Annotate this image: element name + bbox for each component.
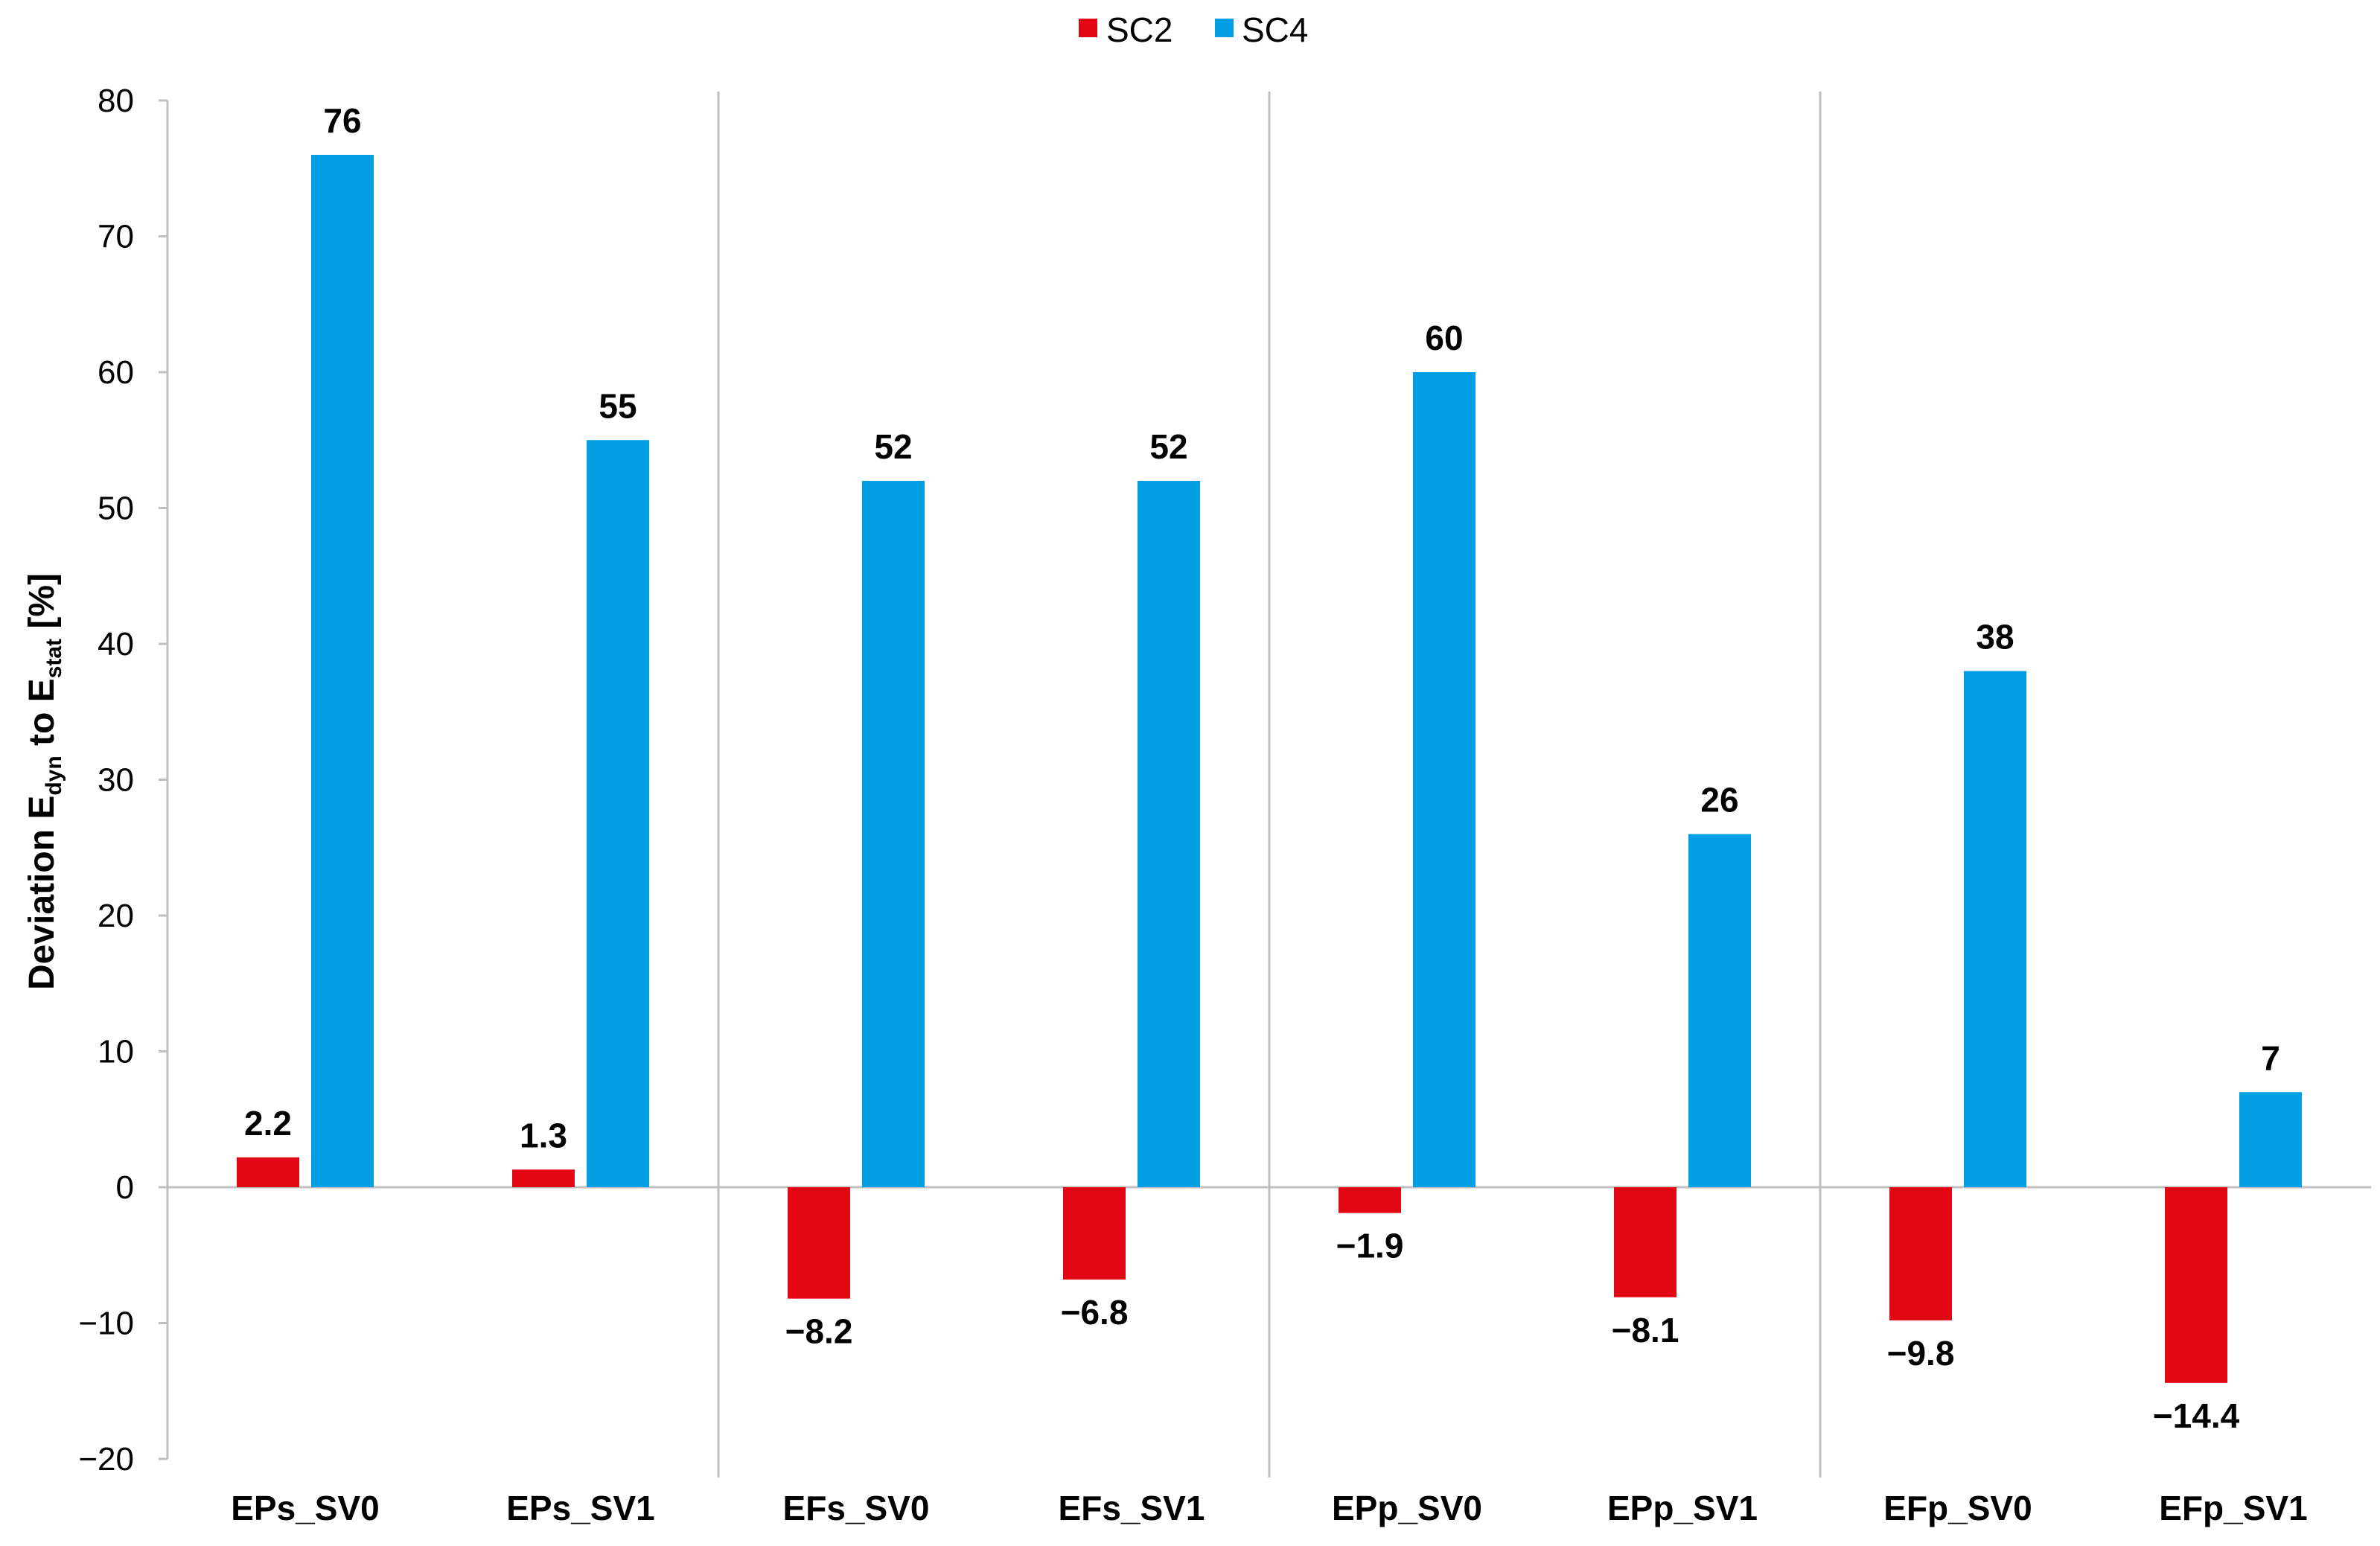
data-label-sc4-eps_sv1: 55 <box>599 386 637 425</box>
legend-swatch-sc4 <box>1215 19 1234 37</box>
y-axis-label-part: to E <box>22 678 62 756</box>
y-tick-label: 20 <box>98 898 134 934</box>
category-label-epp_sv1: EPp_SV1 <box>1607 1489 1758 1527</box>
data-label-sc2-efs_sv0: −8.2 <box>785 1312 853 1351</box>
data-label-sc4-efs_sv0: 52 <box>874 427 912 466</box>
bar-sc2-efs_sv0 <box>788 1187 850 1299</box>
data-label-sc2-epp_sv0: −1.9 <box>1336 1227 1404 1265</box>
category-label-eps_sv0: EPs_SV0 <box>231 1489 379 1527</box>
data-label-sc4-eps_sv0: 76 <box>323 101 361 140</box>
bar-sc2-efp_sv1 <box>2165 1187 2227 1383</box>
bar-sc4-efp_sv0 <box>1964 671 2026 1187</box>
category-label-epp_sv0: EPp_SV0 <box>1332 1489 1482 1527</box>
legend-swatch-sc2 <box>1079 19 1097 37</box>
bars <box>237 155 2302 1383</box>
y-axis-label-subscript: dyn <box>42 756 66 795</box>
y-tick-label: 50 <box>98 491 134 527</box>
category-label-efp_sv1: EFp_SV1 <box>2159 1489 2307 1527</box>
y-axis-label-part: Deviation E <box>22 796 62 990</box>
bar-sc2-eps_sv0 <box>237 1157 299 1187</box>
y-axis-label-subscript: stat <box>42 639 66 678</box>
category-label-efs_sv0: EFs_SV0 <box>783 1489 930 1527</box>
y-tick-label: 0 <box>116 1169 134 1206</box>
bar-sc4-epp_sv1 <box>1688 834 1751 1187</box>
y-tick-label: −20 <box>78 1441 134 1478</box>
data-label-sc4-efp_sv0: 38 <box>1976 618 2014 657</box>
bar-sc2-efs_sv1 <box>1063 1187 1126 1280</box>
data-label-sc2-eps_sv1: 1.3 <box>520 1116 567 1154</box>
category-labels: EPs_SV0 EPs_SV1 EFs_SV0 EFs_SV1 EPp_SV0 EPp_S… <box>231 1489 2307 1527</box>
y-tick-label: 70 <box>98 219 134 255</box>
data-label-sc4-efs_sv1: 52 <box>1149 427 1187 466</box>
legend-label-sc2: SC2 <box>1106 10 1173 49</box>
bar-sc2-epp_sv0 <box>1339 1187 1401 1213</box>
data-label-sc4-efp_sv1: 7 <box>2261 1038 2280 1077</box>
group-separators <box>717 92 1822 1478</box>
y-tick-label: 40 <box>98 626 134 662</box>
y-axis-label-group: Deviation Edyn to Estat [%] <box>22 573 66 990</box>
data-label-sc2-efs_sv1: −6.8 <box>1061 1293 1129 1332</box>
data-label-sc4-epp_sv1: 26 <box>1700 781 1738 820</box>
data-label-sc2-efp_sv1: −14.4 <box>2153 1396 2240 1435</box>
y-tick-label: −10 <box>78 1306 134 1342</box>
data-label-sc2-epp_sv1: −8.1 <box>1612 1311 1679 1349</box>
category-label-eps_sv1: EPs_SV1 <box>506 1489 654 1527</box>
y-tick-label: 10 <box>98 1034 134 1070</box>
bar-sc4-eps_sv0 <box>311 155 374 1187</box>
y-tick-label: 60 <box>98 354 134 391</box>
y-tick-label: 80 <box>98 83 134 119</box>
bar-sc2-eps_sv1 <box>512 1169 575 1187</box>
category-label-efs_sv1: EFs_SV1 <box>1059 1489 1205 1527</box>
bar-sc2-efp_sv0 <box>1889 1187 1952 1320</box>
data-label-sc4-epp_sv0: 60 <box>1425 319 1463 357</box>
y-axis-ticks: −20 −10 0 10 20 30 40 50 60 70 80 <box>78 83 168 1478</box>
bar-sc4-eps_sv1 <box>587 440 649 1187</box>
data-label-sc2-eps_sv0: 2.2 <box>244 1104 292 1143</box>
category-label-efp_sv0: EFp_SV0 <box>1883 1489 2032 1527</box>
y-axis-label: Deviation Edyn to Estat [%] <box>22 573 66 990</box>
bar-sc4-efs_sv0 <box>862 481 925 1187</box>
y-tick-label: 30 <box>98 762 134 799</box>
legend: SC2 SC4 <box>1079 10 1308 49</box>
data-label-sc2-efp_sv0: −9.8 <box>1887 1334 1955 1373</box>
bar-sc2-epp_sv1 <box>1614 1187 1676 1297</box>
y-axis-label-part: [%] <box>22 573 62 639</box>
data-labels: 2.2 76 1.3 55 −8.2 52 −6.8 52 −1.9 60 −8.1 26 −9.8 38… <box>244 101 2280 1435</box>
legend-label-sc4: SC4 <box>1242 10 1308 49</box>
bar-sc4-efp_sv1 <box>2239 1092 2302 1187</box>
bar-sc4-epp_sv0 <box>1413 372 1475 1187</box>
bar-sc4-efs_sv1 <box>1138 481 1200 1187</box>
